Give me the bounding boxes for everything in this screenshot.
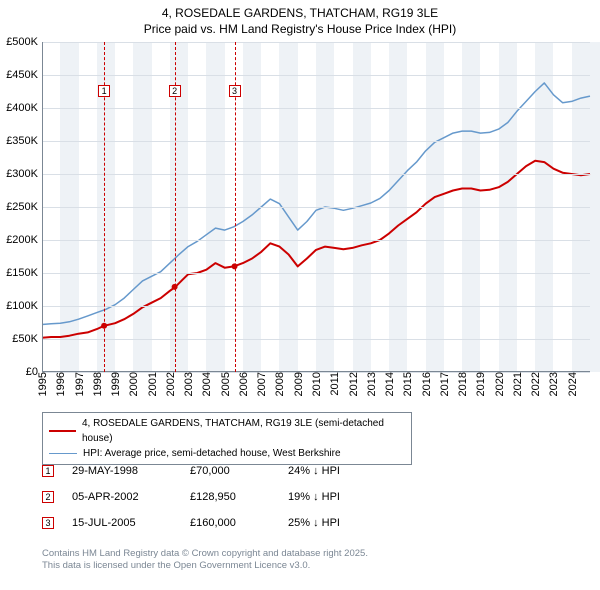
- x-tick-label: 2009: [291, 372, 305, 396]
- sales-date: 05-APR-2002: [72, 491, 172, 503]
- plot-area: £0£50K£100K£150K£200K£250K£300K£350K£400…: [42, 42, 590, 372]
- x-tick-label: 2013: [364, 372, 378, 396]
- legend-swatch: [49, 430, 76, 432]
- x-tick-label: 1995: [35, 372, 49, 396]
- x-tick-label: 2006: [236, 372, 250, 396]
- chart-title: 4, ROSEDALE GARDENS, THATCHAM, RG19 3LE …: [0, 0, 600, 37]
- y-tick-label: £300K: [6, 168, 42, 180]
- x-tick-label: 2002: [163, 372, 177, 396]
- chart-container: 4, ROSEDALE GARDENS, THATCHAM, RG19 3LE …: [0, 0, 600, 590]
- footer-line2: This data is licensed under the Open Gov…: [42, 560, 368, 572]
- y-axis: [42, 42, 43, 372]
- y-tick-label: £200K: [6, 234, 42, 246]
- x-tick-label: 2004: [199, 372, 213, 396]
- x-tick-label: 2023: [546, 372, 560, 396]
- sales-row: 3 15-JUL-2005 £160,000 25% ↓ HPI: [42, 510, 378, 536]
- sales-marker: 1: [42, 465, 54, 477]
- x-tick-label: 2007: [254, 372, 268, 396]
- x-tick-label: 2020: [492, 372, 506, 396]
- x-tick-label: 1996: [53, 372, 67, 396]
- x-tick-label: 2001: [145, 372, 159, 396]
- footer-note: Contains HM Land Registry data © Crown c…: [42, 548, 368, 573]
- x-tick-label: 2008: [272, 372, 286, 396]
- y-gridline: [42, 108, 590, 109]
- y-gridline: [42, 306, 590, 307]
- x-tick-label: 2021: [510, 372, 524, 396]
- sales-price: £160,000: [190, 517, 270, 529]
- y-tick-label: £400K: [6, 102, 42, 114]
- sales-marker: 2: [42, 491, 54, 503]
- y-tick-label: £350K: [6, 135, 42, 147]
- legend-label: 4, ROSEDALE GARDENS, THATCHAM, RG19 3LE …: [82, 416, 405, 446]
- sale-marker-box: 2: [169, 85, 181, 97]
- sales-date: 29-MAY-1998: [72, 465, 172, 477]
- x-tick-label: 2010: [309, 372, 323, 396]
- y-tick-label: £450K: [6, 69, 42, 81]
- series-hpi: [42, 83, 590, 325]
- y-gridline: [42, 174, 590, 175]
- y-gridline: [42, 339, 590, 340]
- x-tick-label: 2012: [346, 372, 360, 396]
- x-tick-label: 2005: [218, 372, 232, 396]
- y-tick-label: £250K: [6, 201, 42, 213]
- sales-row: 2 05-APR-2002 £128,950 19% ↓ HPI: [42, 484, 378, 510]
- sales-date: 15-JUL-2005: [72, 517, 172, 529]
- y-tick-label: £500K: [6, 36, 42, 48]
- sales-diff: 24% ↓ HPI: [288, 465, 378, 477]
- x-tick-label: 1999: [108, 372, 122, 396]
- legend-swatch: [49, 453, 77, 454]
- x-tick-label: 2015: [400, 372, 414, 396]
- x-tick-label: 2003: [181, 372, 195, 396]
- y-tick-label: £100K: [6, 300, 42, 312]
- footer-line1: Contains HM Land Registry data © Crown c…: [42, 548, 368, 560]
- title-line1: 4, ROSEDALE GARDENS, THATCHAM, RG19 3LE: [0, 6, 600, 22]
- y-gridline: [42, 141, 590, 142]
- sales-table: 1 29-MAY-1998 £70,000 24% ↓ HPI 2 05-APR-2002…: [42, 458, 378, 536]
- y-gridline: [42, 240, 590, 241]
- x-tick-label: 2019: [473, 372, 487, 396]
- x-tick-label: 2000: [126, 372, 140, 396]
- y-gridline: [42, 207, 590, 208]
- series-price_paid: [42, 161, 590, 338]
- x-tick-label: 2014: [382, 372, 396, 396]
- x-axis: [42, 371, 590, 372]
- sales-row: 1 29-MAY-1998 £70,000 24% ↓ HPI: [42, 458, 378, 484]
- sales-marker: 3: [42, 517, 54, 529]
- y-gridline: [42, 75, 590, 76]
- x-tick-label: 2022: [528, 372, 542, 396]
- x-tick-label: 2011: [327, 372, 341, 396]
- y-gridline: [42, 273, 590, 274]
- sales-price: £128,950: [190, 491, 270, 503]
- x-tick-label: 2024: [565, 372, 579, 396]
- sale-marker-box: 3: [229, 85, 241, 97]
- sale-marker-box: 1: [98, 85, 110, 97]
- title-line2: Price paid vs. HM Land Registry's House …: [0, 22, 600, 38]
- x-tick-label: 1997: [72, 372, 86, 396]
- x-tick-label: 2016: [419, 372, 433, 396]
- legend-row: 4, ROSEDALE GARDENS, THATCHAM, RG19 3LE …: [49, 416, 405, 446]
- y-tick-label: £150K: [6, 267, 42, 279]
- x-tick-label: 1998: [90, 372, 104, 396]
- x-tick-label: 2018: [455, 372, 469, 396]
- x-tick-label: 2017: [437, 372, 451, 396]
- y-gridline: [42, 42, 590, 43]
- sales-diff: 19% ↓ HPI: [288, 491, 378, 503]
- y-tick-label: £50K: [12, 333, 42, 345]
- sales-price: £70,000: [190, 465, 270, 477]
- sales-diff: 25% ↓ HPI: [288, 517, 378, 529]
